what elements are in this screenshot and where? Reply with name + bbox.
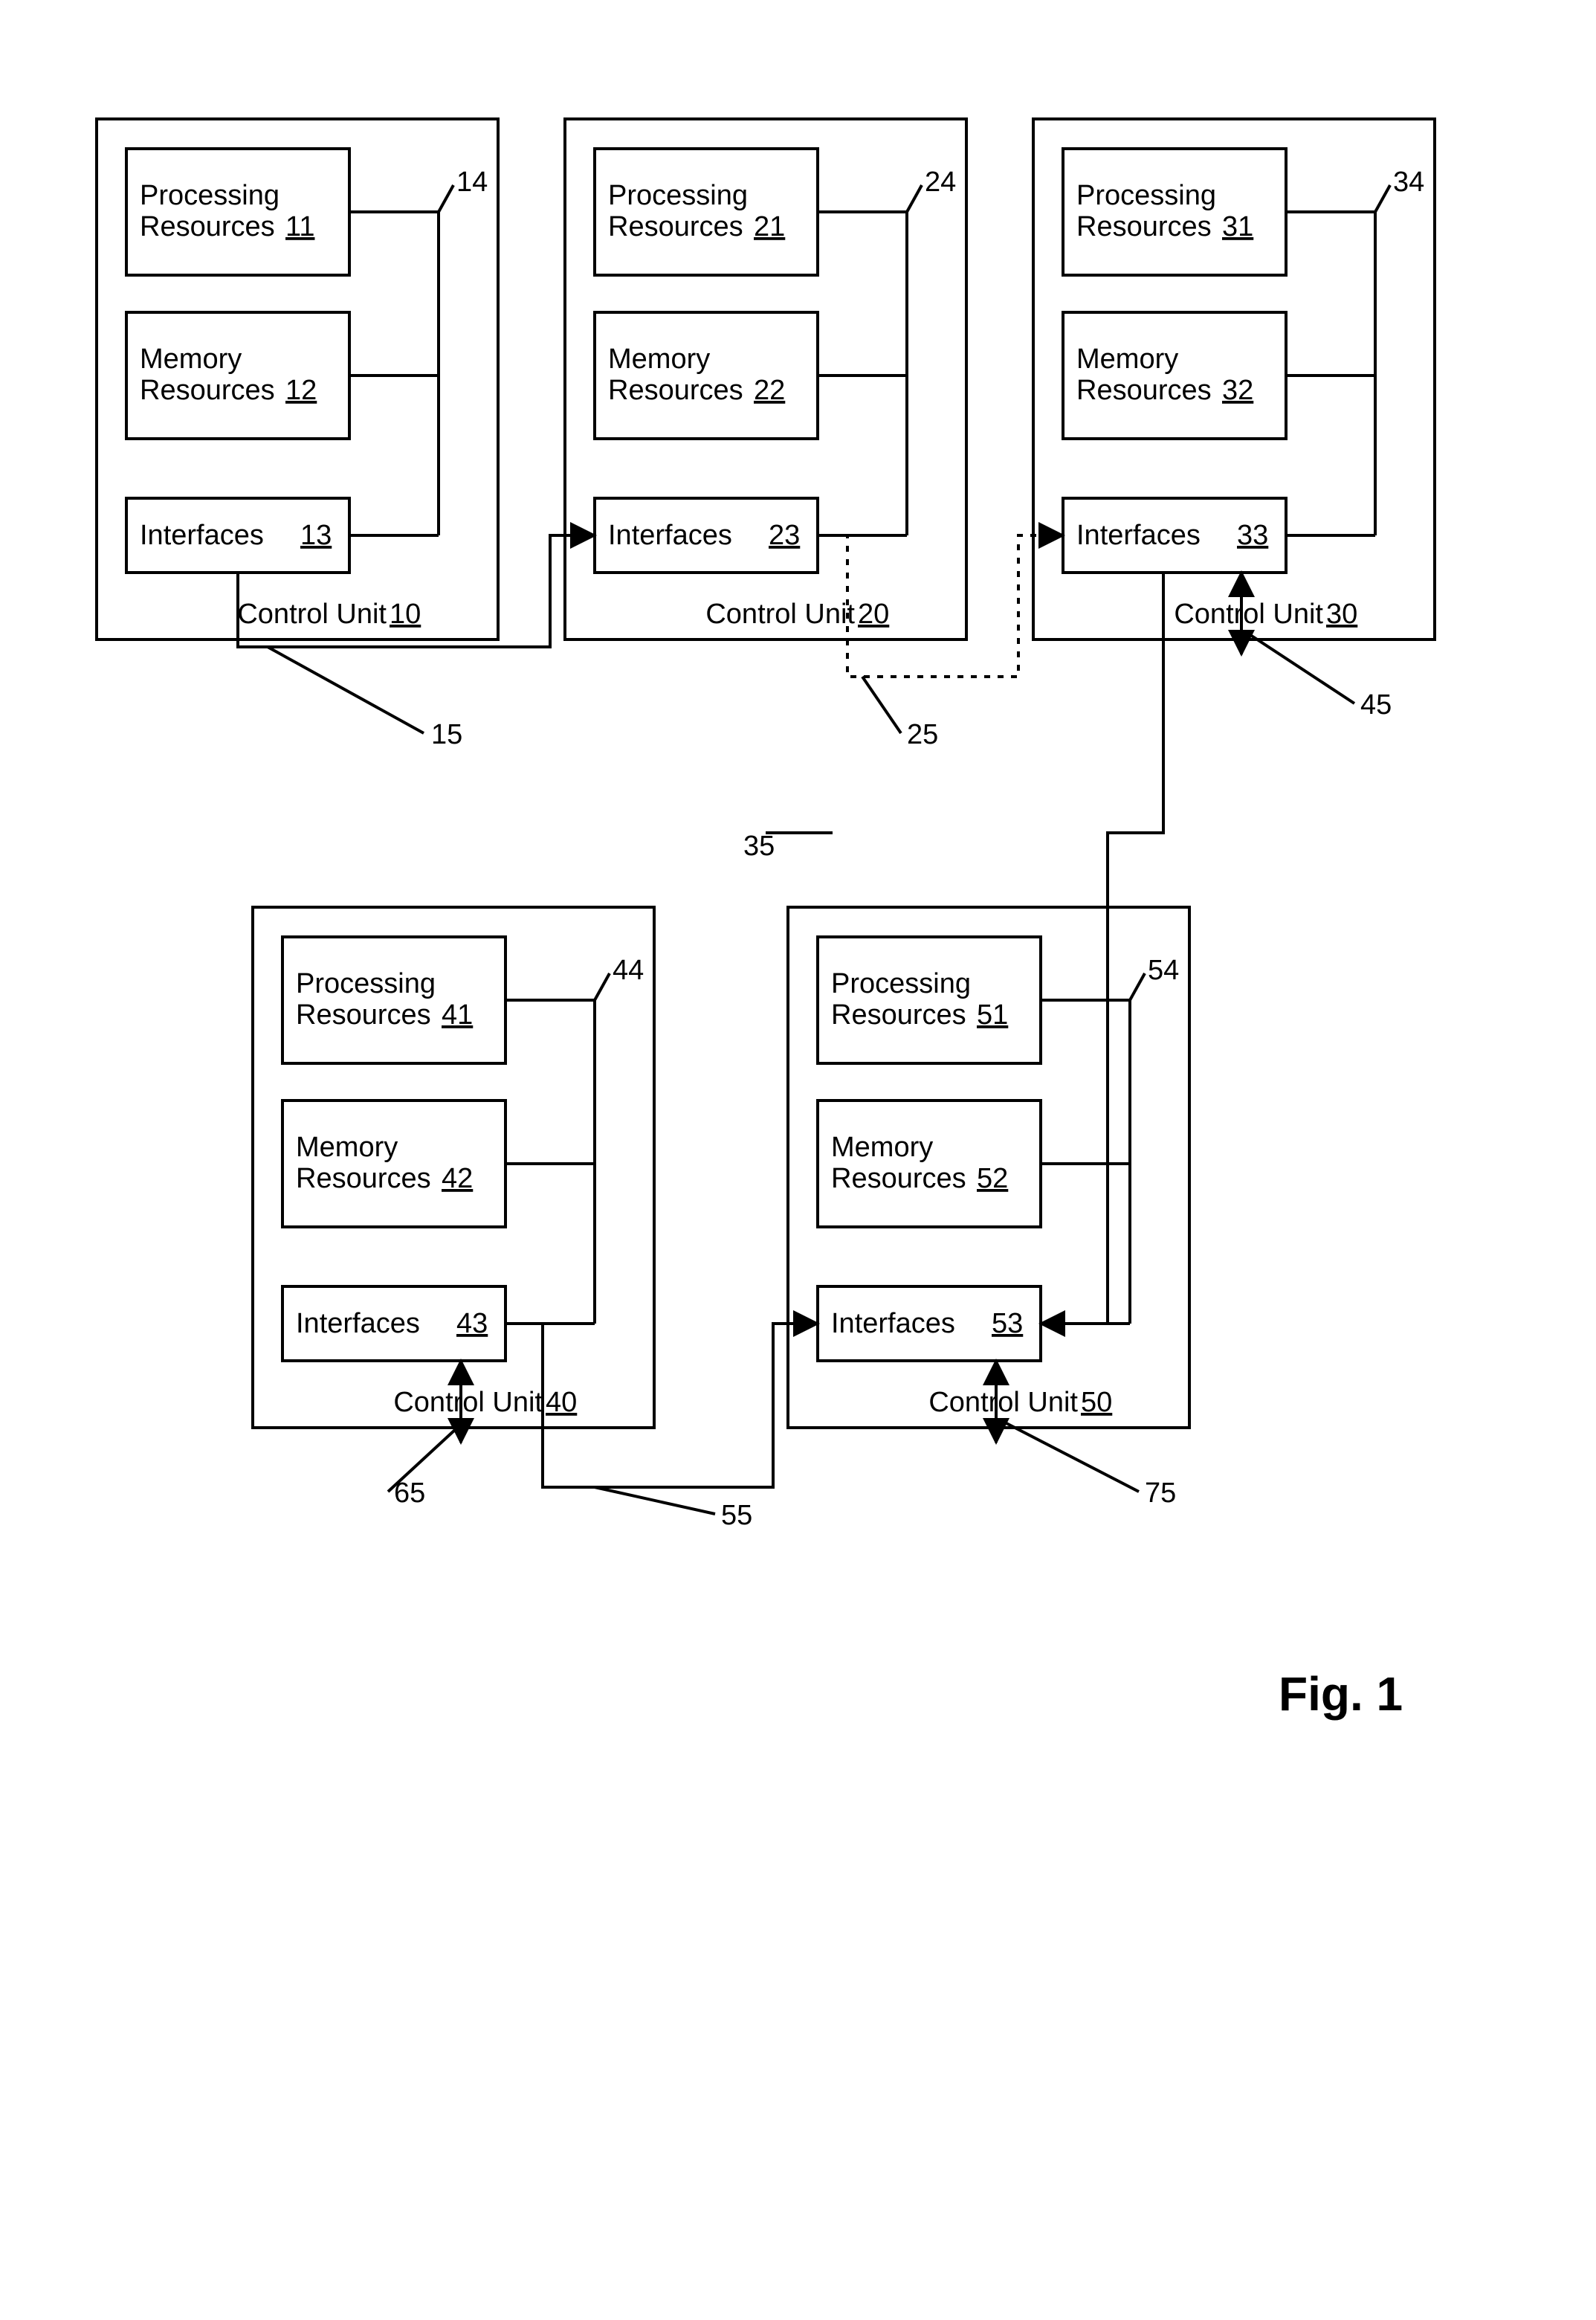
- bus-ref: 14: [456, 167, 488, 198]
- unit-ref: 20: [858, 599, 889, 630]
- processing-resources-label: Resources: [608, 211, 743, 242]
- interfaces-label: Interfaces: [1076, 520, 1201, 551]
- memory-resources-label: Resources: [1076, 375, 1212, 406]
- processing-resources-label: Processing: [1076, 180, 1216, 211]
- memory-resources-label: Memory: [608, 344, 710, 375]
- interfaces-ref: 33: [1237, 520, 1268, 551]
- memory-resources-ref: 32: [1222, 375, 1253, 406]
- bus-ref: 54: [1148, 955, 1179, 986]
- figure-canvas: Control Unit 10ProcessingResources11Memo…: [0, 0, 1596, 2320]
- unit-ref: 50: [1081, 1387, 1112, 1418]
- memory-resources-ref: 12: [285, 375, 317, 406]
- unit-label-prefix: Control Unit: [928, 1387, 1078, 1418]
- memory-resources-label: Resources: [140, 375, 275, 406]
- connector-35-ref: 35: [743, 831, 775, 862]
- connector-15: [238, 535, 595, 647]
- interfaces-label: Interfaces: [831, 1308, 955, 1339]
- memory-resources-ref: 42: [442, 1163, 473, 1194]
- interfaces-ref: 23: [769, 520, 800, 551]
- processing-resources-label: Processing: [831, 968, 971, 999]
- control-unit-50: Control Unit 50ProcessingResources51Memo…: [788, 907, 1189, 1428]
- connector-25-ref: 25: [907, 719, 938, 750]
- processing-resources-ref: 51: [977, 999, 1008, 1031]
- bus-ref: 44: [613, 955, 644, 986]
- processing-resources-label: Resources: [1076, 211, 1212, 242]
- control-unit-30: Control Unit 30ProcessingResources31Memo…: [1033, 119, 1435, 639]
- unit-ref: 40: [546, 1387, 577, 1418]
- processing-resources-ref: 11: [285, 211, 314, 242]
- memory-resources-label: Resources: [296, 1163, 431, 1194]
- unit-label-prefix: Control Unit: [705, 599, 855, 630]
- processing-resources-ref: 41: [442, 999, 473, 1031]
- memory-resources-label: Memory: [140, 344, 242, 375]
- interfaces-label: Interfaces: [140, 520, 264, 551]
- memory-resources-label: Memory: [1076, 344, 1178, 375]
- memory-resources-ref: 22: [754, 375, 785, 406]
- processing-resources-ref: 21: [754, 211, 785, 242]
- interfaces-label: Interfaces: [608, 520, 732, 551]
- processing-resources-label: Processing: [140, 180, 280, 211]
- unit-ref: 30: [1326, 599, 1357, 630]
- unit-ref: 10: [390, 599, 421, 630]
- interfaces-ref: 13: [300, 520, 332, 551]
- memory-resources-label: Memory: [296, 1132, 398, 1163]
- memory-resources-label: Resources: [831, 1163, 966, 1194]
- unit-label-prefix: Control Unit: [393, 1387, 543, 1418]
- bus-ref: 24: [925, 167, 956, 198]
- memory-resources-label: Resources: [608, 375, 743, 406]
- processing-resources-label: Processing: [296, 968, 436, 999]
- figure-title: Fig. 1: [1279, 1667, 1403, 1721]
- connector-75-ref: 75: [1145, 1478, 1176, 1509]
- control-unit-20: Control Unit 20ProcessingResources21Memo…: [565, 119, 966, 639]
- processing-resources-label: Processing: [608, 180, 748, 211]
- bus-ref: 34: [1393, 167, 1424, 198]
- control-unit-10: Control Unit 10ProcessingResources11Memo…: [97, 119, 498, 639]
- interfaces-ref: 53: [992, 1308, 1023, 1339]
- connector-15-ref: 15: [431, 719, 462, 750]
- memory-resources-ref: 52: [977, 1163, 1008, 1194]
- connector-55-ref: 55: [721, 1500, 752, 1531]
- control-unit-40: Control Unit 40ProcessingResources41Memo…: [253, 907, 654, 1428]
- processing-resources-ref: 31: [1222, 211, 1253, 242]
- processing-resources-label: Resources: [831, 999, 966, 1031]
- unit-label-prefix: Control Unit: [237, 599, 387, 630]
- unit-label-prefix: Control Unit: [1174, 599, 1323, 630]
- interfaces-label: Interfaces: [296, 1308, 420, 1339]
- connector-45-ref: 45: [1360, 689, 1392, 721]
- processing-resources-label: Resources: [140, 211, 275, 242]
- interfaces-ref: 43: [456, 1308, 488, 1339]
- connector-35: [1041, 573, 1163, 1324]
- memory-resources-label: Memory: [831, 1132, 933, 1163]
- processing-resources-label: Resources: [296, 999, 431, 1031]
